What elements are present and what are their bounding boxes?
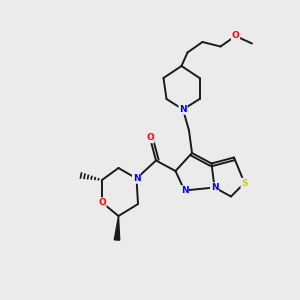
Text: N: N [211,183,218,192]
Text: N: N [181,186,188,195]
Polygon shape [114,216,120,240]
Text: N: N [179,105,187,114]
Text: O: O [232,32,239,40]
Text: O: O [146,134,154,142]
Text: O: O [98,198,106,207]
Text: S: S [241,178,248,188]
Text: N: N [133,174,140,183]
